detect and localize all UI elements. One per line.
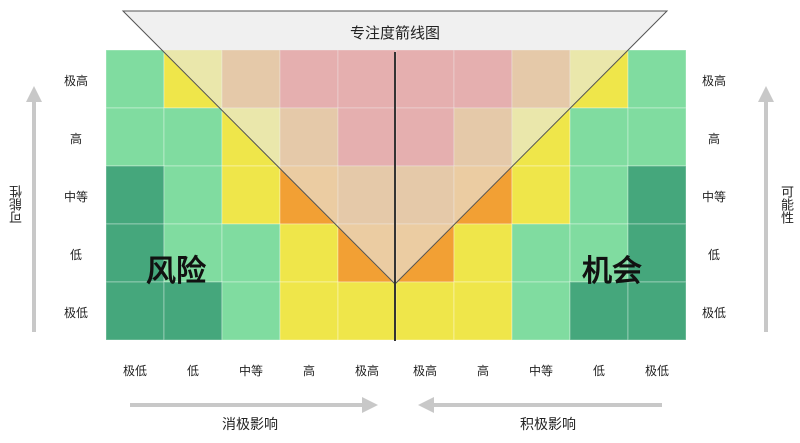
grid-cell <box>627 223 687 283</box>
column-label: 中等 <box>238 364 263 378</box>
right-y-axis-title: 可能性 <box>778 185 793 224</box>
column-label: 极高 <box>412 364 437 378</box>
left-row-label: 极低 <box>63 306 88 320</box>
grid-cell <box>163 281 223 341</box>
right-row-label: 极低 <box>701 306 726 320</box>
grid-cell <box>105 165 165 225</box>
left-row-label: 中等 <box>63 190 88 204</box>
grid-cell <box>569 281 629 341</box>
grid-cell <box>105 107 165 167</box>
column-label: 高 <box>302 364 315 378</box>
grid-cell <box>627 49 687 109</box>
grid-cell <box>279 281 339 341</box>
right-arrow-icon <box>362 397 378 413</box>
left-row-label: 低 <box>69 248 82 262</box>
positive-impact-arrow-shaft <box>432 403 662 407</box>
risk-zone-label: 风险 <box>146 254 206 289</box>
left-arrow-icon <box>418 397 434 413</box>
column-label: 中等 <box>528 364 553 378</box>
funnel-title: 专注度箭线图 <box>350 24 440 42</box>
grid-cell <box>569 165 629 225</box>
column-label: 低 <box>186 364 199 378</box>
right-row-label: 低 <box>707 248 720 262</box>
right-up-arrow-icon <box>758 86 774 102</box>
right-row-label: 高 <box>707 132 720 146</box>
left-row-label: 极高 <box>63 74 88 88</box>
column-label: 极高 <box>354 364 379 378</box>
grid-cell <box>221 281 281 341</box>
right-row-label: 中等 <box>701 190 726 204</box>
grid-cell <box>511 223 571 283</box>
grid-cell <box>279 223 339 283</box>
grid-cell <box>221 165 281 225</box>
right-up-arrow-shaft <box>764 100 768 332</box>
grid-cell <box>163 165 223 225</box>
grid-cell <box>627 165 687 225</box>
left-y-axis-title: 可能性 <box>10 185 25 224</box>
grid-cell <box>453 281 513 341</box>
negative-impact-title: 消极影响 <box>222 417 278 433</box>
grid-cell <box>569 107 629 167</box>
opportunity-zone-label: 机会 <box>582 254 642 289</box>
left-up-arrow-shaft <box>32 100 36 332</box>
column-label: 极低 <box>122 364 147 378</box>
grid-cell <box>511 165 571 225</box>
left-up-arrow-icon <box>26 86 42 102</box>
grid-cell <box>453 223 513 283</box>
column-label: 极低 <box>644 364 669 378</box>
column-label: 高 <box>476 364 489 378</box>
grid-cell <box>395 281 455 341</box>
grid-cell <box>511 281 571 341</box>
grid-cell <box>569 223 629 283</box>
left-row-label: 高 <box>69 132 82 146</box>
grid-cell <box>163 107 223 167</box>
grid-cell <box>105 281 165 341</box>
grid-cell <box>337 281 397 341</box>
right-row-label: 极高 <box>701 74 726 88</box>
column-label: 低 <box>592 364 605 378</box>
positive-impact-title: 积极影响 <box>520 417 576 433</box>
negative-impact-arrow-shaft <box>130 403 364 407</box>
grid-cell <box>221 223 281 283</box>
grid-cell <box>105 223 165 283</box>
grid-cell <box>627 107 687 167</box>
grid-cell <box>105 49 165 109</box>
grid-cell <box>627 281 687 341</box>
